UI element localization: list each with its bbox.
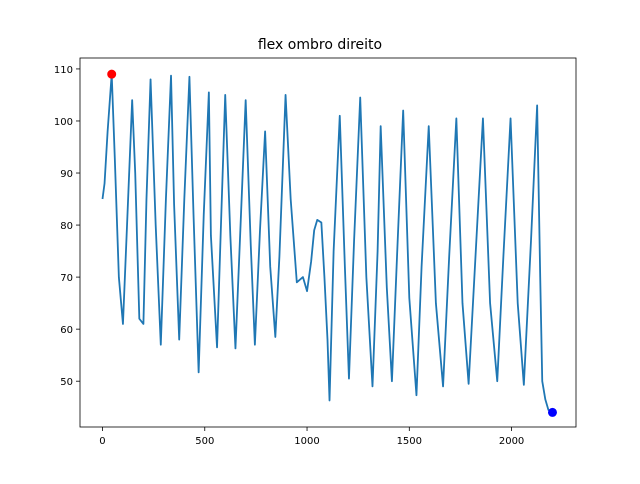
marker-point-0	[107, 69, 117, 79]
series-line-0	[101, 73, 553, 414]
y-tick-label: 100	[54, 117, 73, 128]
y-tick-label: 50	[60, 377, 73, 388]
y-tick-label: 60	[60, 325, 73, 336]
y-tick-label: 80	[60, 221, 73, 232]
y-tick-label: 70	[60, 273, 73, 284]
x-tick-label: 1000	[294, 436, 319, 447]
marker-point-1	[547, 407, 557, 417]
x-tick-label: 0	[99, 436, 105, 447]
axes-frame	[79, 57, 577, 428]
x-tick-label: 500	[195, 436, 214, 447]
y-tick-label: 90	[60, 169, 73, 180]
chart-title: flex ombro direito	[258, 37, 382, 53]
plot-area: 0 500 1000 1500 2000 50 60 70 80 90 100 110	[54, 57, 577, 447]
x-tick-label: 1500	[397, 436, 422, 447]
x-tick-label: 2000	[499, 436, 524, 447]
y-tick-label: 110	[54, 65, 73, 76]
